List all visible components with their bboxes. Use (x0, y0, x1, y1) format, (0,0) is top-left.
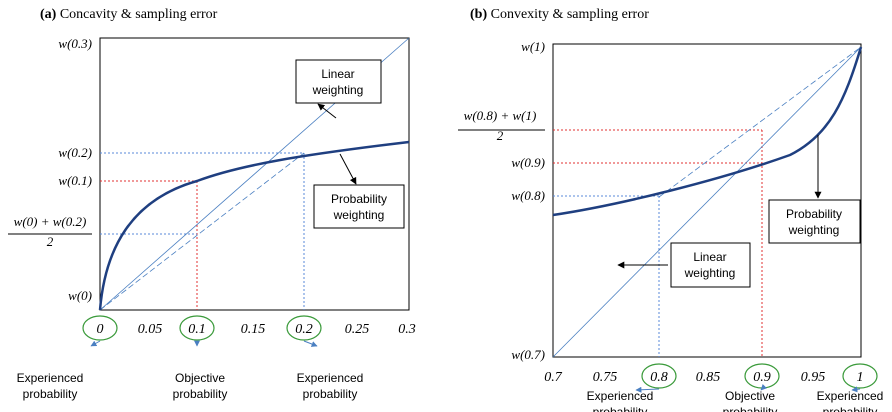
x-label: 1 (857, 370, 864, 385)
panel-title: (a) Concavity & sampling error (40, 7, 218, 22)
note-arrow (851, 386, 861, 393)
y-label: w(0.9) (511, 155, 545, 170)
box (768, 199, 861, 244)
note-arrow (635, 386, 660, 393)
y-label: w(0) (68, 288, 92, 303)
y-label: w(0.7) (511, 347, 545, 362)
note-arrow (303, 340, 318, 347)
box (295, 59, 382, 104)
x-label: 0.8 (650, 370, 668, 385)
box-label: Probability weighting (786, 207, 842, 237)
plot-frame (99, 37, 410, 311)
x-label: 0.85 (696, 370, 721, 385)
note: Objective probability (723, 389, 778, 412)
box-label: Linear weighting (312, 67, 364, 97)
x-label: 0.05 (138, 322, 163, 337)
plot-frame (552, 43, 862, 358)
y-label: 2 (497, 128, 504, 143)
x-label: 0.2 (295, 322, 313, 337)
x-label: 0.9 (753, 370, 771, 385)
x-label: 0.3 (398, 322, 416, 337)
chord (658, 46, 862, 198)
x-label: 0.1 (188, 322, 206, 337)
highlight-oval (179, 315, 215, 341)
note: Experienced probability (817, 389, 884, 412)
panel-a (98, 37, 410, 311)
arrow (317, 103, 337, 119)
panel-title: (b) Convexity & sampling error (470, 7, 649, 22)
linear-line (552, 46, 862, 358)
x-label: 0.7 (544, 370, 563, 385)
note-arrow (760, 384, 767, 391)
highlight-oval (82, 315, 118, 341)
box-label: Probability weighting (331, 192, 387, 222)
weighting-curve (552, 46, 863, 217)
x-label: 0.25 (345, 322, 370, 337)
x-label: 0.15 (241, 322, 266, 337)
weighting-curve (98, 140, 410, 311)
note-arrow (90, 340, 101, 347)
x-label: 0 (97, 322, 104, 337)
y-label: w(0.2) (58, 145, 92, 160)
y-label: w(1) (521, 39, 545, 54)
y-label: w(0.8) (511, 188, 545, 203)
box (670, 242, 751, 288)
note: Experienced probability (587, 389, 654, 412)
y-label: 2 (47, 234, 54, 249)
y-label: w(0.8) + w(1) (464, 108, 537, 123)
box (313, 184, 405, 229)
chord (99, 152, 305, 311)
y-label: w(0) + w(0.2) (14, 214, 87, 229)
highlight-oval (641, 363, 677, 389)
y-label: w(0.3) (58, 36, 92, 51)
note: Experienced probability (17, 371, 84, 401)
note: Objective probability (173, 371, 228, 401)
x-label: 0.75 (593, 370, 618, 385)
box-label: Linear weighting (684, 250, 736, 280)
x-label: 0.95 (801, 370, 826, 385)
panel-b (552, 43, 863, 358)
highlight-oval (842, 363, 878, 389)
arrow (339, 153, 357, 185)
note: Experienced probability (297, 371, 364, 401)
highlight-oval (286, 315, 322, 341)
y-label: w(0.1) (58, 173, 92, 188)
